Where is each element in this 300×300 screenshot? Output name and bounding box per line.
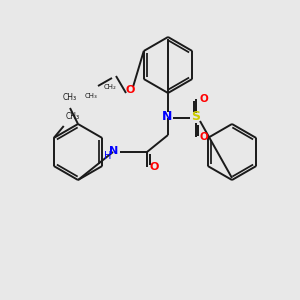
Text: O: O [125,85,135,95]
Text: O: O [149,162,159,172]
Text: O: O [200,94,208,104]
Text: O: O [200,132,208,142]
Text: H: H [104,151,112,161]
Text: CH₃: CH₃ [63,93,77,102]
Text: CH₃: CH₃ [85,93,98,99]
Text: CH₂: CH₂ [103,84,116,90]
Text: S: S [191,110,200,124]
Text: CH₃: CH₃ [66,112,80,121]
Text: N: N [162,110,172,124]
Text: N: N [110,146,118,156]
